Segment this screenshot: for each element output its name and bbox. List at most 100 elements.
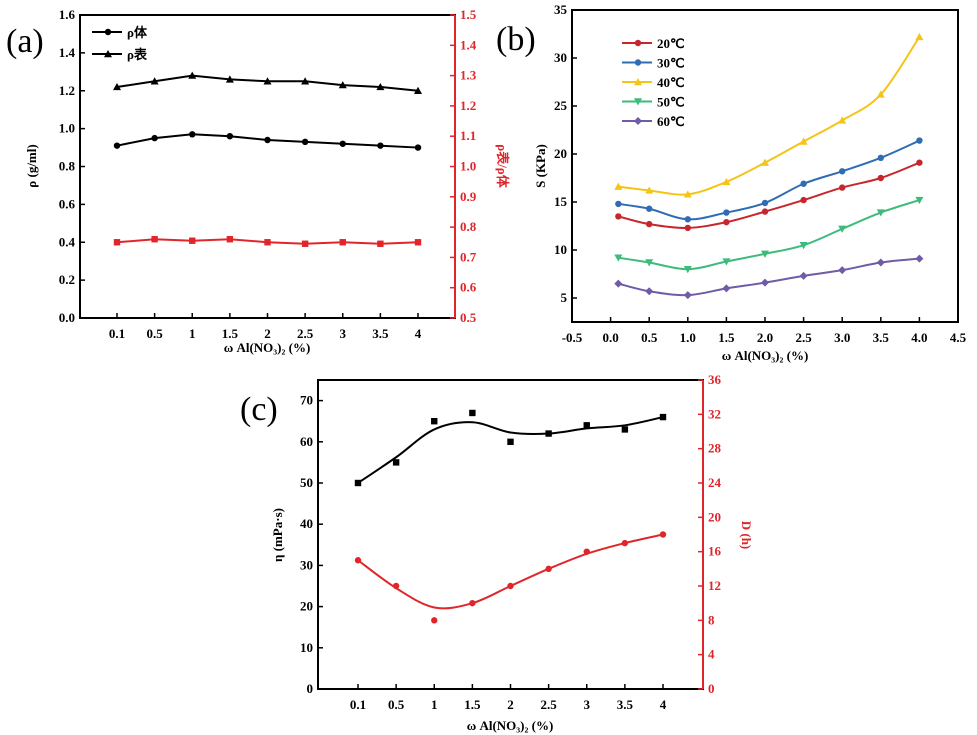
right-y-tick-label: 0.9 bbox=[460, 189, 477, 204]
data-point bbox=[799, 242, 808, 250]
data-point bbox=[761, 208, 769, 215]
data-point bbox=[722, 284, 731, 293]
y-tick-label: 5 bbox=[561, 290, 568, 305]
x-tick-label: 1 bbox=[431, 697, 438, 712]
right-y-tick-label: 1.4 bbox=[460, 37, 477, 52]
data-point bbox=[645, 259, 654, 267]
x-tick-label: 3.0 bbox=[834, 330, 850, 345]
data-point bbox=[469, 409, 476, 417]
right-y-tick-label: 32 bbox=[708, 406, 721, 421]
data-point bbox=[414, 239, 422, 246]
panel-b: (b) -0.5 0.0 0.5 1.0 1.5 2.0 2.5 3.0 3.5 4.0 4.5 ω A… bbox=[496, 2, 967, 363]
data-point bbox=[659, 413, 667, 421]
x-tick-label: 0.0 bbox=[602, 330, 618, 345]
x-tick-label: 2 bbox=[507, 697, 514, 712]
data-point bbox=[761, 199, 769, 207]
data-point bbox=[839, 184, 846, 191]
legend-label: ρ体 bbox=[127, 25, 148, 40]
y-axis-label: ρ (g/ml) bbox=[24, 144, 39, 187]
x-tick-label: 4 bbox=[660, 697, 667, 712]
legend-marker bbox=[634, 59, 642, 66]
series-ρ表 bbox=[113, 71, 422, 94]
data-point bbox=[916, 159, 923, 166]
data-point bbox=[683, 266, 692, 274]
data-point bbox=[838, 225, 847, 233]
data-point bbox=[800, 196, 807, 204]
data-point bbox=[876, 90, 885, 98]
panel-label: (a) bbox=[6, 23, 44, 60]
x-axis-label: ω Al(NO₃)₂ (%) bbox=[722, 348, 809, 363]
plot-frame bbox=[571, 9, 959, 323]
legend-label: 40℃ bbox=[657, 75, 685, 90]
panel-label: (b) bbox=[496, 21, 536, 58]
series-line bbox=[357, 533, 664, 610]
data-point bbox=[545, 430, 552, 437]
data-point bbox=[877, 174, 884, 182]
x-tick-label: 2 bbox=[264, 326, 271, 341]
series-ρ体 bbox=[113, 131, 422, 151]
series-40℃ bbox=[614, 32, 924, 198]
data-point bbox=[621, 426, 629, 433]
right-y-tick-label: 1.1 bbox=[460, 128, 476, 143]
data-point bbox=[338, 81, 347, 89]
right-y-tick-label: 24 bbox=[708, 475, 722, 490]
x-tick-label: 3 bbox=[340, 326, 347, 341]
right-y-tick-label: 0.5 bbox=[460, 310, 477, 325]
panel-label: (c) bbox=[240, 391, 278, 428]
data-point bbox=[659, 531, 667, 538]
legend-marker bbox=[104, 50, 112, 58]
data-point bbox=[621, 539, 629, 547]
y-tick-label: 40 bbox=[300, 516, 313, 531]
data-point bbox=[683, 291, 692, 300]
data-point bbox=[151, 236, 158, 243]
data-point bbox=[189, 131, 196, 138]
data-point bbox=[113, 239, 121, 246]
x-tick-label: 0.5 bbox=[147, 326, 164, 341]
data-point bbox=[225, 75, 234, 83]
x-tick-label: 0.1 bbox=[350, 697, 366, 712]
legend-item: 60℃ bbox=[622, 114, 685, 129]
y-tick-label: 1.0 bbox=[59, 121, 75, 136]
x-tick-label: 3 bbox=[584, 697, 591, 712]
panel-a: (a) 0.1 0.5 1 1.5 2 2.5 3 3.5 4 ω Al(NO₃)₂ (%) 0.0 0… bbox=[6, 7, 510, 355]
legend-marker bbox=[634, 78, 642, 86]
x-tick-label: 4 bbox=[415, 326, 422, 341]
series-ρ表/ρ体 bbox=[113, 236, 422, 247]
series-η bbox=[354, 409, 667, 487]
data-point bbox=[839, 168, 846, 175]
right-y-tick-label: 0.7 bbox=[460, 249, 477, 264]
right-y-tick-label: 0 bbox=[708, 681, 715, 696]
legend-item: 40℃ bbox=[622, 75, 685, 90]
y-tick-label: 15 bbox=[554, 194, 568, 209]
series-line bbox=[618, 161, 920, 229]
data-point bbox=[226, 236, 234, 243]
data-point bbox=[507, 438, 514, 445]
data-point bbox=[838, 116, 847, 124]
series-60℃ bbox=[614, 254, 924, 300]
legend-label: 50℃ bbox=[657, 95, 685, 110]
right-y-tick-label: 4 bbox=[708, 647, 715, 662]
x-tick-label: 3.5 bbox=[372, 326, 389, 341]
y-tick-label: 20 bbox=[300, 599, 313, 614]
data-point bbox=[354, 479, 362, 487]
data-point bbox=[614, 279, 623, 288]
data-point bbox=[354, 557, 362, 564]
series-line bbox=[618, 257, 920, 297]
x-tick-label: 2.5 bbox=[541, 697, 558, 712]
x-tick-label: 1 bbox=[189, 326, 196, 341]
right-y-tick-label: 1.0 bbox=[460, 159, 476, 174]
x-tick-label: 1.5 bbox=[464, 697, 481, 712]
y-tick-label: 0.8 bbox=[59, 159, 76, 174]
x-tick-label: 0.1 bbox=[109, 326, 125, 341]
x-tick-label: -0.5 bbox=[562, 330, 583, 345]
data-point bbox=[684, 224, 691, 232]
right-y-tick-label: 1.3 bbox=[460, 68, 477, 83]
series-20℃ bbox=[615, 159, 923, 232]
y-tick-label: 0.0 bbox=[59, 310, 75, 325]
data-point bbox=[189, 237, 196, 244]
legend-item: ρ体 bbox=[92, 25, 148, 40]
x-tick-label: 1.5 bbox=[718, 330, 735, 345]
data-point bbox=[377, 240, 384, 247]
data-point bbox=[615, 213, 622, 220]
data-point bbox=[376, 82, 385, 91]
